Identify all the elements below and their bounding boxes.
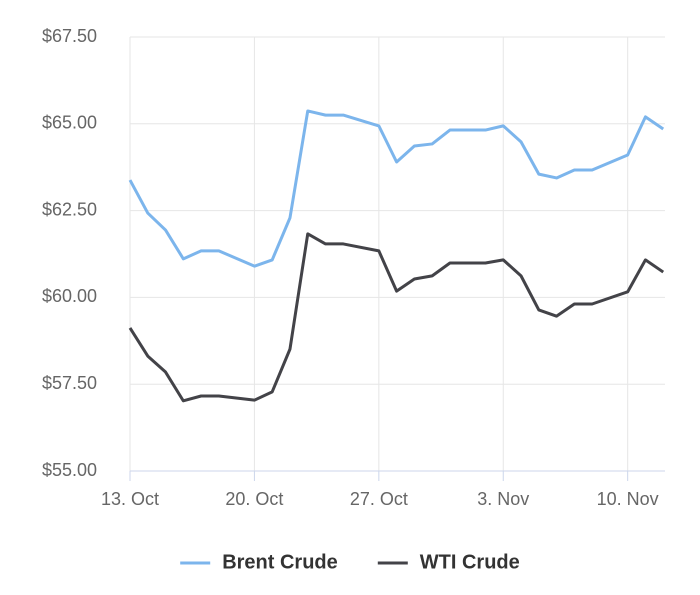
series-line [128,109,665,268]
y-tick-label: $67.50 [42,26,97,46]
legend-label: WTI Crude [420,551,520,573]
y-tick-label: $57.50 [42,373,97,393]
x-tick-label: 13. Oct [101,489,159,509]
x-tick-label: 27. Oct [350,489,408,509]
x-tick-label: 3. Nov [477,489,529,509]
y-tick-label: $62.50 [42,199,97,219]
y-tick-label: $60.00 [42,286,97,306]
y-tick-label: $65.00 [42,113,97,133]
legend-label: Brent Crude [222,551,338,573]
series-line [128,232,665,403]
x-tick-label: 20. Oct [225,489,283,509]
y-tick-label: $55.00 [42,460,97,480]
x-tick-label: 10. Nov [597,489,659,509]
